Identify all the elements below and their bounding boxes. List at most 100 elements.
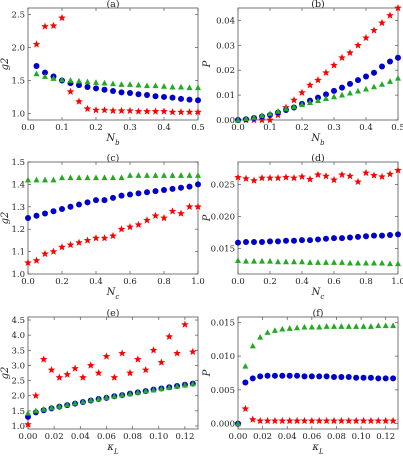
panel-title-b: (b) [311,0,325,10]
data-point-star-c [49,247,58,255]
data-point-triangle-b [387,78,393,84]
data-point-triangle-e [40,406,47,412]
data-point-triangle-e [64,401,71,408]
data-point-triangle-d [275,258,281,265]
data-point-star-a [66,87,75,95]
data-point-triangle-c [101,174,108,181]
data-point-star-e [181,320,189,328]
y-tick-label-b: 0.02 [216,66,235,76]
data-point-circle-a [127,89,133,96]
data-point-triangle-b [243,115,249,122]
data-point-circle-c [186,183,193,190]
data-point-star-c [58,243,66,251]
data-point-triangle-c [76,174,82,181]
data-point-triangle-e [48,404,55,411]
data-point-star-f [256,416,264,425]
data-point-circle-d [379,232,385,239]
data-point-triangle-d [235,257,241,263]
x-tick-label-d: 0.2 [263,277,277,287]
data-point-star-f [374,416,383,425]
data-point-triangle-f [279,325,286,332]
data-point-triangle-a [127,81,133,87]
data-point-star-e [63,370,72,378]
data-point-triangle-f [249,342,256,349]
data-point-triangle-b [259,112,265,118]
data-point-star-e [157,358,166,366]
series-triangle-d [235,257,401,267]
data-point-star-e [102,352,111,360]
data-point-triangle-f [271,327,278,333]
data-point-triangle-d [299,258,305,265]
data-point-star-a [83,104,92,113]
data-point-triangle-d [307,259,313,265]
data-point-circle-f [390,375,397,382]
data-point-star-a [143,107,151,115]
data-point-triangle-b [395,74,401,81]
data-point-triangle-c [50,176,57,183]
data-point-triangle-e [25,409,31,416]
data-point-triangle-c [135,172,142,178]
data-point-triangle-f [286,325,293,331]
data-point-star-c [109,231,117,240]
data-point-triangle-b [371,83,377,90]
series-star-f [234,404,397,427]
data-point-triangle-a [67,77,74,83]
data-point-star-d [354,177,362,186]
data-point-star-a [168,108,177,116]
x-tick-label-c: 0.2 [55,277,69,287]
series-star-c [24,202,202,267]
series-circle-f [235,372,397,427]
x-tick-label-e: 0.00 [19,432,38,442]
data-point-star-d [306,175,314,183]
x-tick-label-e: 0.10 [149,432,168,442]
data-point-triangle-a [42,73,48,79]
data-point-triangle-c [118,174,125,181]
data-point-circle-c [93,197,99,204]
series-circle-a [33,62,201,104]
data-point-triangle-a [161,83,167,89]
data-point-star-e [79,373,87,381]
data-point-circle-b [339,84,345,91]
data-point-triangle-c [42,176,48,183]
series-triangle-b [235,74,401,123]
data-point-triangle-e [127,390,133,397]
x-tick-label-b: 0.2 [295,123,309,133]
data-point-triangle-a [152,82,159,89]
data-point-star-f [389,416,397,425]
panel-title-e: (e) [106,308,119,319]
data-point-triangle-a [76,77,82,84]
panel-title-f: (f) [313,308,324,319]
data-point-triangle-b [379,81,385,87]
panel-c: (c) 0.0 0.2 0.4 0.6 0.8 1.0 1.0 1.1 1.2 1.3 1.4 1.5 N… [0,153,205,301]
data-point-star-a [109,106,117,115]
data-point-star-f [248,415,257,423]
data-point-star-e [47,365,56,374]
data-point-circle-a [161,93,167,100]
x-tick-label-a: 0.3 [123,123,137,133]
y-axis-label-f: P [202,369,213,377]
data-point-star-a [58,13,66,22]
data-point-circle-a [84,84,91,91]
data-point-star-a [100,106,109,114]
data-point-circle-d [315,236,321,243]
data-point-triangle-c [84,174,91,181]
data-point-triangle-b [323,95,329,101]
x-tick-label-f: 0.00 [229,432,248,442]
data-point-star-c [83,236,92,244]
data-point-star-f [278,416,287,425]
data-point-circle-a [152,93,159,100]
data-point-star-a [151,107,160,115]
data-point-star-e [110,373,119,381]
y-tick-label-c: 1.2 [11,225,25,235]
data-point-triangle-f [316,323,323,330]
data-point-star-b [314,76,322,84]
data-point-star-a [92,106,100,114]
panel-title-d: (d) [311,153,325,164]
data-point-triangle-c [161,172,167,178]
panel-b: (b) 0.0 0.1 0.2 0.3 0.4 0.5 0.00 0.01 0.02 0.03 0.0… [202,0,403,147]
x-tick-label-c: 0.8 [157,277,171,287]
x-tick-label-b: 0.0 [231,123,245,133]
plot-frame-f [237,316,399,430]
x-tick-label-d: 1.0 [391,277,403,287]
y-axis-label-b: P [202,60,213,68]
